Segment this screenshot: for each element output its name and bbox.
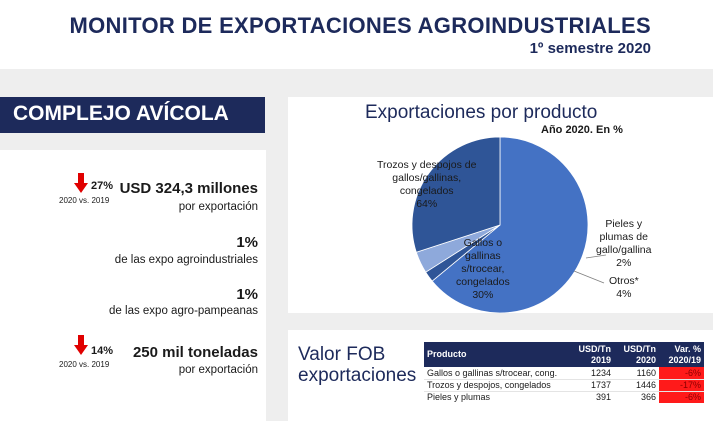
slice-label-pieles: Pieles y plumas de gallo/gallina 2% (596, 218, 652, 269)
chart-title: Exportaciones por producto (365, 102, 598, 123)
stats-panel: 27% 2020 vs. 2019 USD 324,3 millones por… (0, 150, 266, 421)
cell-2020: 366 (640, 392, 656, 403)
volume-change-note: 2020 vs. 2019 (59, 360, 110, 369)
cell-var: -6% (659, 391, 704, 403)
cell-2020: 1160 (614, 367, 659, 380)
leader-line-otros (573, 270, 605, 284)
down-arrow-icon (74, 173, 88, 193)
pie-chart (411, 136, 607, 313)
value-change-note: 2020 vs. 2019 (59, 196, 110, 205)
cell-var: -17% (659, 379, 704, 392)
slice-label-trozos: Trozos y despojos de gallos/gallinas, co… (377, 159, 477, 210)
cell-var: -6% (659, 367, 704, 380)
col-header-2019: USD/Tn 2019 (569, 342, 614, 367)
section-title-box: COMPLEJO AVÍCOLA (0, 97, 265, 133)
cell-2019: 391 (595, 392, 611, 403)
share-agropampeana: 1% (236, 286, 258, 303)
fob-panel: Valor FOB exportaciones Producto USD/Tn … (288, 330, 713, 421)
table-row: Gallos o gallinas s/trocear, cong. 1234 … (424, 367, 704, 380)
cell-2019: 1234 (569, 367, 614, 380)
pie-slice-trozos (431, 136, 589, 313)
chart-panel: Exportaciones por producto Año 2020. En … (288, 97, 713, 313)
leader-line-pieles (585, 254, 607, 259)
share-agroindustrial: 1% (236, 234, 258, 251)
slice-label-otros: Otros* 4% (609, 275, 639, 300)
report-title: MONITOR DE EXPORTACIONES AGROINDUSTRIALE… (69, 13, 651, 38)
table-row: Trozos y despojos, congelados 1737 1446 … (424, 379, 704, 392)
col-header-2020: USD/Tn 2020 (614, 342, 659, 367)
fob-title: Valor FOB exportaciones (298, 344, 417, 386)
table-header-row: Producto USD/Tn 2019 USD/Tn 2020 Var. % … (424, 342, 704, 367)
export-value: USD 324,3 millones (119, 180, 258, 197)
down-arrow-icon (74, 335, 88, 355)
value-change-pct: 27% (91, 180, 114, 192)
share-agroindustrial-label: de las expo agroindustriales (114, 254, 258, 266)
cell-product: Trozos y despojos, congelados (424, 379, 569, 392)
report-period: 1º semestre 2020 (529, 40, 651, 57)
col-header-var: Var. % 2020/19 (659, 342, 704, 367)
cell-2020: 1446 (614, 379, 659, 392)
chart-subtitle: Año 2020. En % (541, 124, 623, 136)
cell-product: Gallos o gallinas s/trocear, cong. (424, 367, 569, 380)
section-title: COMPLEJO AVÍCOLA (13, 102, 229, 125)
col-header-product: Producto (424, 342, 569, 367)
export-value-label: por exportación (178, 201, 258, 213)
export-volume: 250 mil toneladas (132, 344, 258, 361)
cell-product: Pieles y plumas (427, 392, 491, 403)
cell-2019: 1737 (569, 379, 614, 392)
share-agropampeana-label: de las expo agro-pampeanas (109, 305, 258, 317)
header: MONITOR DE EXPORTACIONES AGROINDUSTRIALE… (0, 0, 713, 69)
export-volume-label: por exportación (178, 364, 258, 376)
pie-slice-gallos (411, 136, 501, 253)
slice-label-gallos: Gallos o gallinas s/trocear, congelados … (456, 237, 510, 301)
fob-table: Producto USD/Tn 2019 USD/Tn 2020 Var. % … (424, 342, 704, 403)
table-row: Pieles y plumas 391 366 -6% (424, 391, 704, 403)
volume-change-pct: 14% (91, 345, 114, 357)
